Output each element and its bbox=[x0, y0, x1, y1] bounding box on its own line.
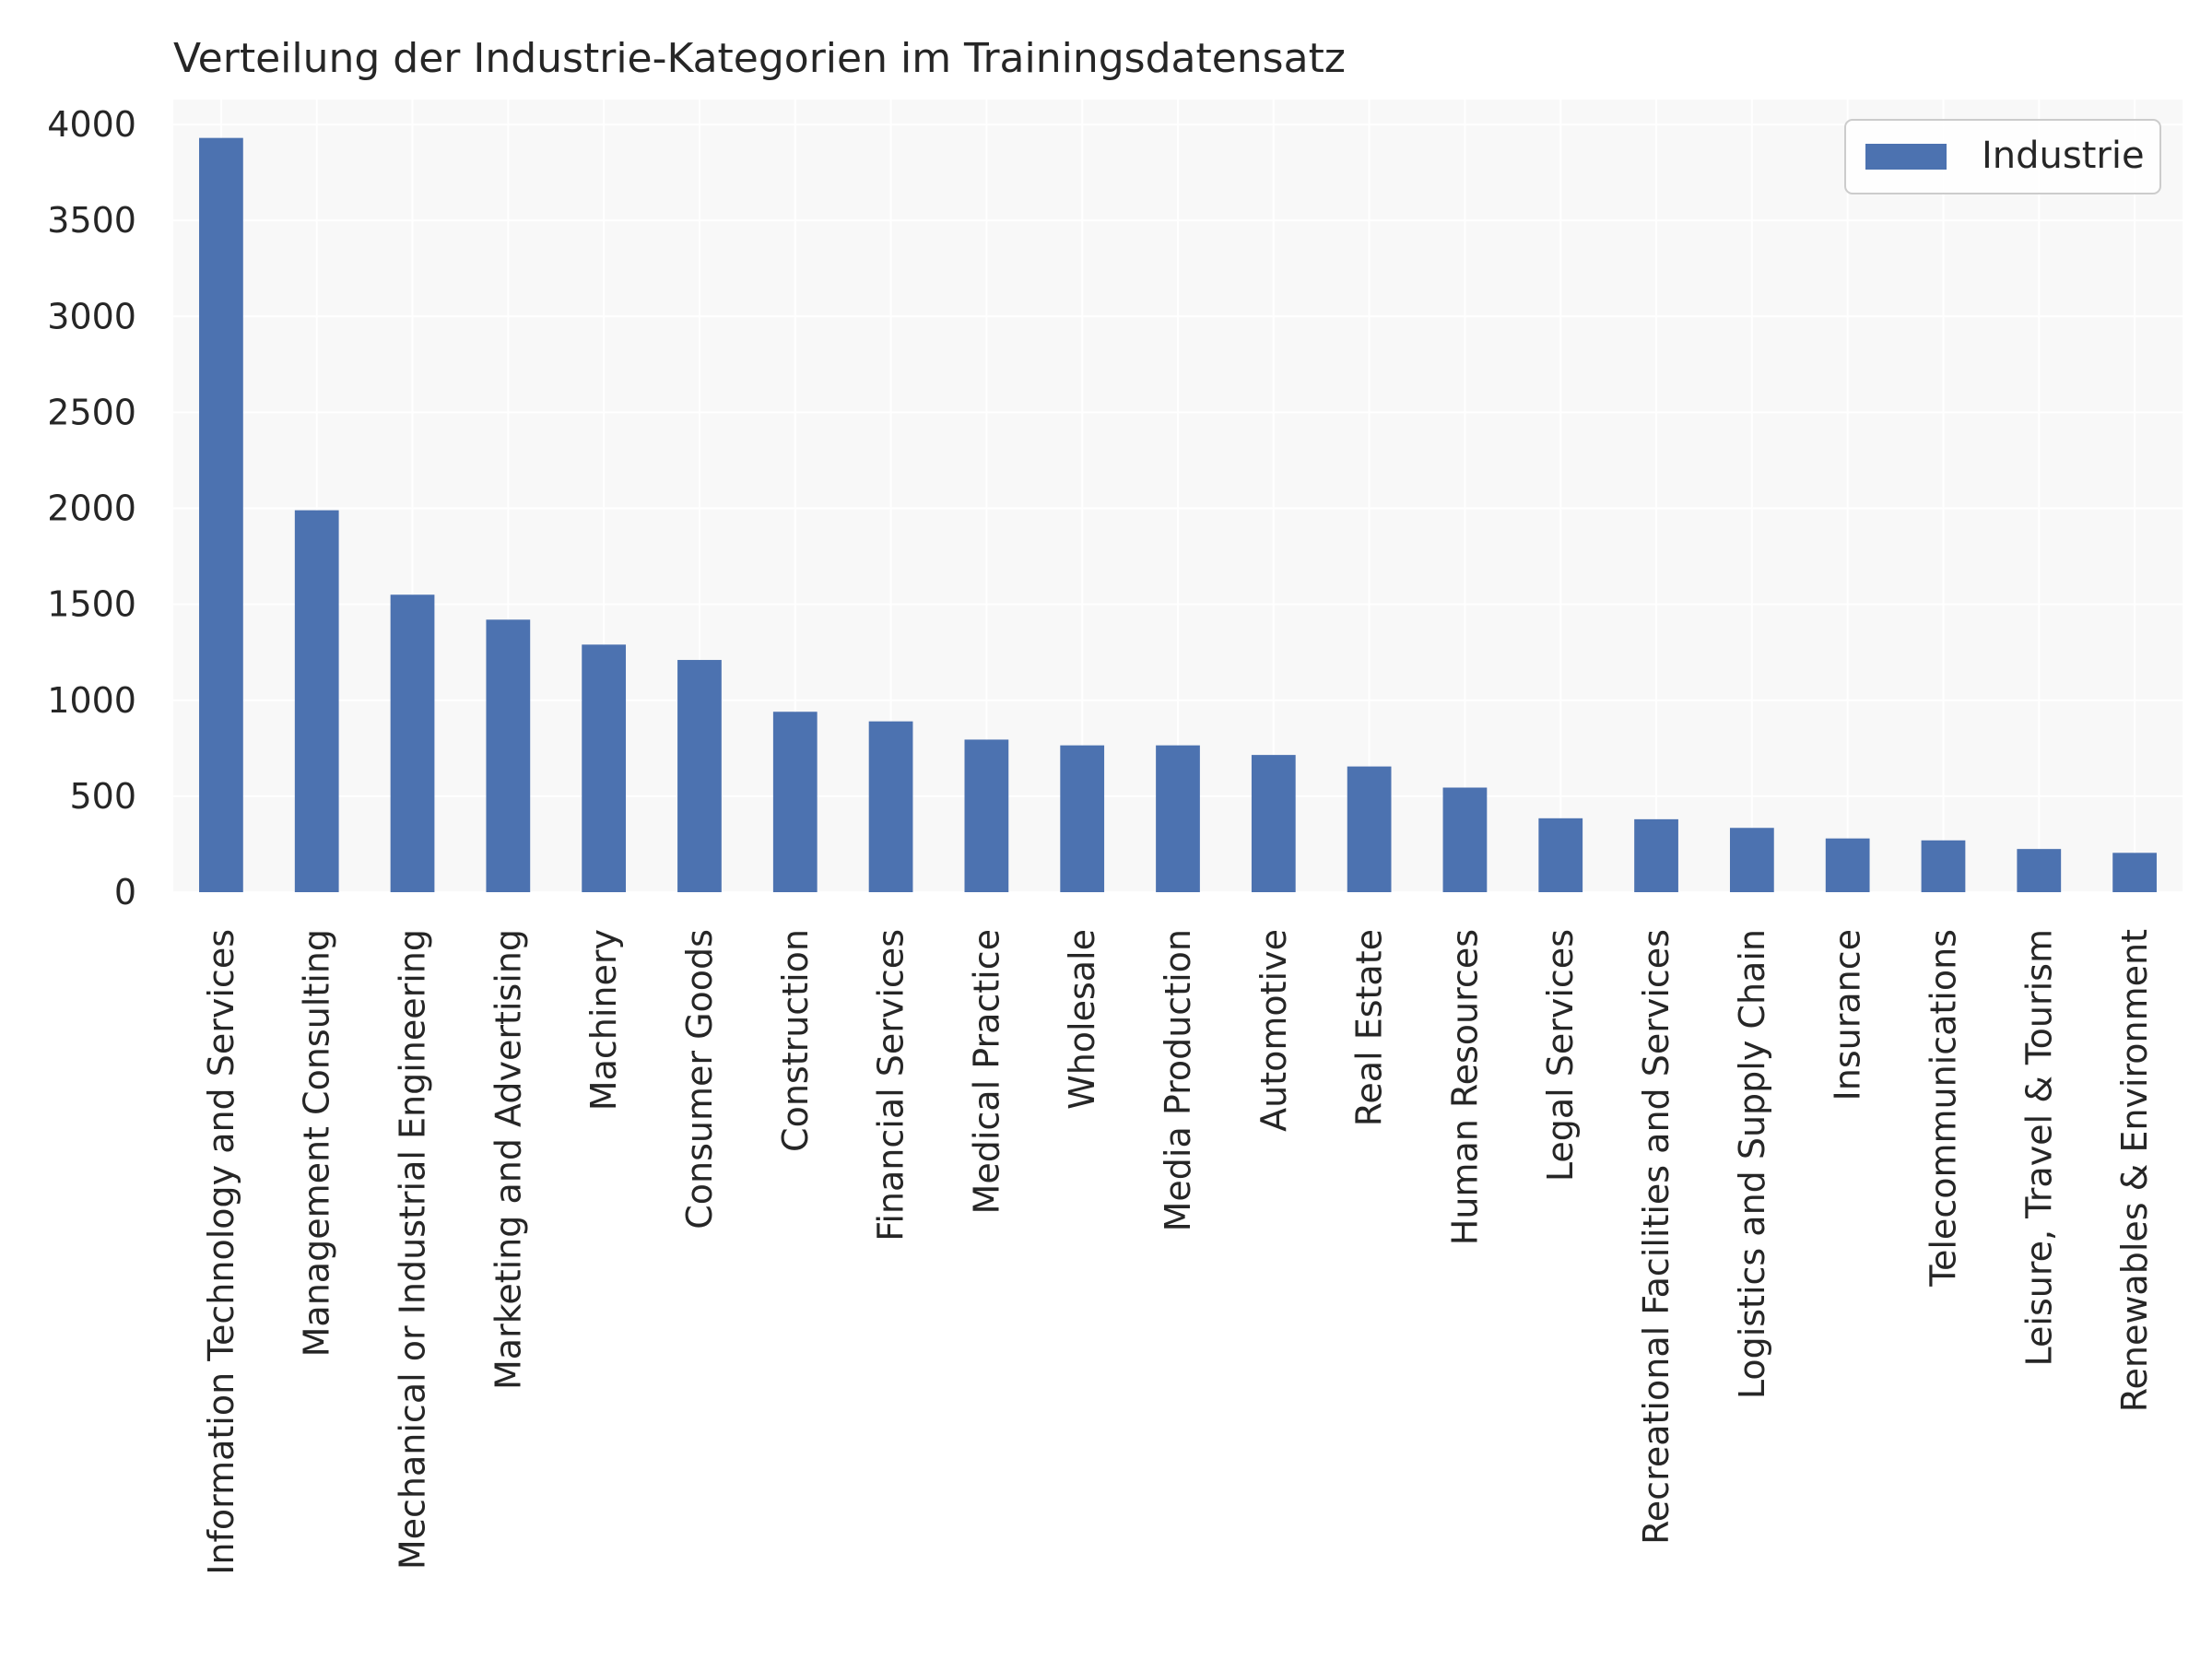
x-tick-label: Machinery bbox=[583, 929, 624, 1111]
x-tick-label: Wholesale bbox=[1062, 929, 1102, 1110]
x-tick-label: Logistics and Supply Chain bbox=[1732, 929, 1772, 1399]
bar bbox=[199, 137, 243, 892]
x-tick-label: Recreational Facilities and Services bbox=[1636, 929, 1677, 1545]
y-tick-label: 1500 bbox=[47, 584, 136, 625]
x-tick-label: Marketing and Advertising bbox=[488, 929, 528, 1390]
bar bbox=[772, 712, 818, 892]
legend-swatch bbox=[1865, 144, 1947, 170]
x-tick-label: Automotive bbox=[1253, 929, 1294, 1132]
x-tick-label: Human Resources bbox=[1444, 929, 1485, 1245]
chart-title: Verteilung der Industrie-Kategorien im T… bbox=[173, 35, 1346, 82]
bar bbox=[582, 644, 627, 892]
bar bbox=[677, 660, 722, 892]
bar bbox=[390, 594, 435, 892]
x-tick-label: Medical Practice bbox=[966, 929, 1006, 1214]
y-tick-label: 2000 bbox=[47, 488, 136, 529]
bar bbox=[486, 619, 531, 892]
y-tick-label: 500 bbox=[69, 776, 136, 817]
x-tick-label: Insurance bbox=[1828, 929, 1868, 1100]
x-tick-label: Telecommunications bbox=[1923, 929, 1963, 1288]
bar bbox=[1921, 840, 1966, 892]
bar bbox=[1538, 818, 1583, 892]
x-tick-label: Information Technology and Services bbox=[201, 929, 241, 1575]
x-tick-label: Real Estate bbox=[1349, 929, 1390, 1126]
bar bbox=[2112, 853, 2157, 892]
x-tick-label: Mechanical or Industrial Engineering bbox=[393, 929, 433, 1570]
x-tick-label: Financial Services bbox=[871, 929, 912, 1241]
y-tick-label: 3500 bbox=[47, 200, 136, 241]
bar bbox=[1634, 818, 1678, 892]
bar bbox=[294, 510, 339, 892]
bar bbox=[1825, 838, 1870, 892]
x-tick-label: Media Production bbox=[1158, 929, 1198, 1231]
x-tick-label: Construction bbox=[775, 929, 816, 1152]
bar bbox=[1729, 828, 1774, 892]
y-tick-label: 4000 bbox=[47, 104, 136, 145]
bar bbox=[1347, 766, 1392, 892]
legend-box bbox=[1844, 119, 2161, 194]
bar bbox=[868, 721, 913, 892]
x-tick-label: Legal Services bbox=[1540, 929, 1581, 1182]
y-tick-label: 1000 bbox=[47, 680, 136, 721]
x-tick-label: Management Consulting bbox=[297, 929, 337, 1357]
y-tick-label: 3000 bbox=[47, 296, 136, 336]
y-tick-label: 0 bbox=[114, 872, 136, 912]
x-tick-label: Consumer Goods bbox=[679, 929, 720, 1230]
x-tick-label: Renewables & Environment bbox=[2114, 929, 2155, 1412]
bar bbox=[1156, 745, 1200, 892]
bar bbox=[964, 739, 1009, 892]
bar bbox=[1442, 787, 1488, 892]
y-tick-label: 2500 bbox=[47, 392, 136, 432]
bar bbox=[1251, 755, 1296, 892]
x-tick-label: Leisure, Travel & Tourism bbox=[2018, 929, 2059, 1366]
legend-label: Industrie bbox=[1982, 135, 2145, 177]
bar bbox=[2017, 849, 2062, 892]
bar bbox=[1060, 745, 1105, 892]
